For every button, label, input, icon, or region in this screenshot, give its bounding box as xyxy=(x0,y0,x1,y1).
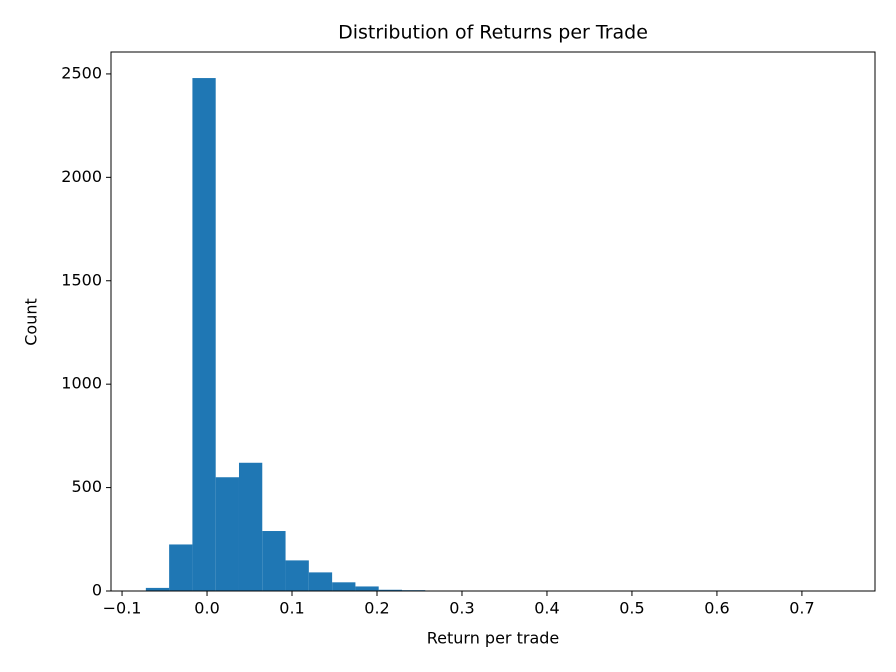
x-tick-label: −0.1 xyxy=(103,599,142,618)
x-tick-label: 0.7 xyxy=(789,599,814,618)
y-tick-label: 500 xyxy=(71,477,102,496)
bar xyxy=(238,462,263,591)
bar xyxy=(378,589,402,591)
bar xyxy=(285,560,309,591)
bar xyxy=(215,477,239,591)
bar xyxy=(169,544,193,591)
y-axis-label: Count xyxy=(22,298,41,346)
y-tick-label: 1500 xyxy=(61,270,102,289)
y-tick-label: 1000 xyxy=(61,374,102,393)
x-tick-label: 0.1 xyxy=(279,599,304,618)
x-tick-label: 0.2 xyxy=(364,599,389,618)
y-tick-label: 2500 xyxy=(61,63,102,82)
x-axis-label: Return per trade xyxy=(427,629,560,648)
x-tick-label: 0.4 xyxy=(534,599,559,618)
plot-frame xyxy=(110,51,876,592)
bar xyxy=(308,572,333,591)
bar xyxy=(262,531,286,591)
x-tick-label: 0.0 xyxy=(194,599,219,618)
chart-title: Distribution of Returns per Trade xyxy=(338,22,648,44)
x-tick-label: 0.5 xyxy=(619,599,644,618)
x-tick-label: 0.6 xyxy=(704,599,729,618)
y-tick-label: 2000 xyxy=(61,167,102,186)
bar xyxy=(192,78,216,592)
x-tick-label: 0.3 xyxy=(449,599,474,618)
bar xyxy=(332,582,356,591)
bar xyxy=(355,586,379,591)
y-tick-label: 0 xyxy=(92,581,102,600)
bar xyxy=(145,587,170,591)
